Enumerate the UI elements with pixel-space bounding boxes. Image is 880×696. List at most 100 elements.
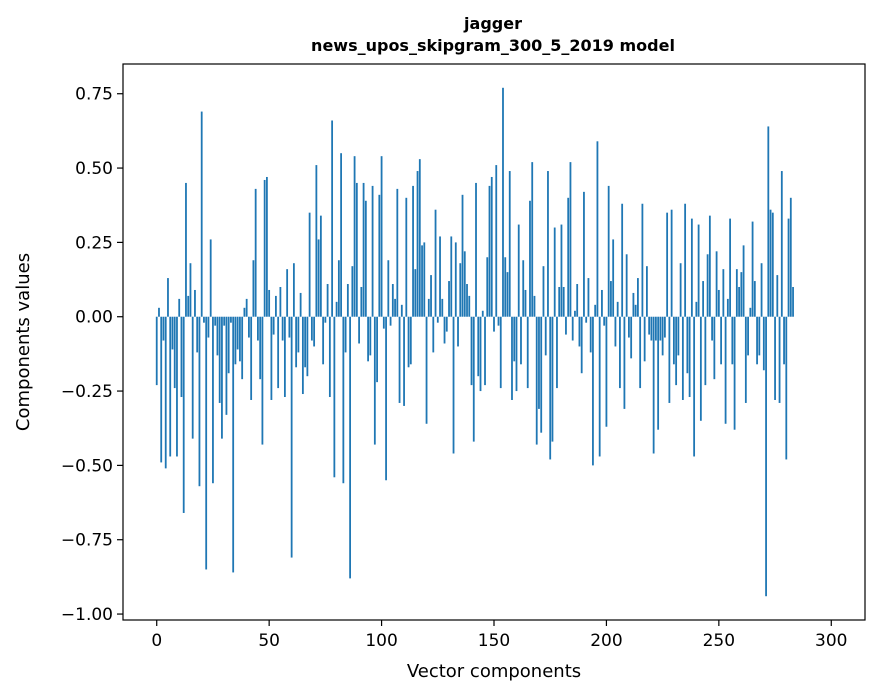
x-tick-label: 150 bbox=[478, 631, 510, 651]
bar-component-141 bbox=[472, 316, 475, 442]
bar-component-275 bbox=[774, 316, 776, 400]
bar-component-138 bbox=[466, 284, 468, 317]
bar-component-81 bbox=[337, 260, 340, 317]
bar-component-156 bbox=[506, 272, 509, 317]
bar-component-135 bbox=[459, 263, 462, 317]
bar-component-230 bbox=[672, 316, 675, 365]
bar-component-251 bbox=[720, 316, 722, 365]
bar-component-192 bbox=[587, 278, 590, 317]
bar-component-224 bbox=[659, 316, 662, 341]
bar-component-174 bbox=[547, 171, 549, 317]
chart-title: jagger bbox=[463, 14, 522, 33]
bar-component-218 bbox=[646, 266, 648, 317]
bar-component-153 bbox=[499, 316, 502, 389]
bar-component-276 bbox=[776, 275, 779, 317]
bar-component-34 bbox=[232, 316, 235, 573]
bar-component-36 bbox=[236, 316, 239, 350]
bar-component-7 bbox=[171, 316, 174, 350]
bar-component-62 bbox=[295, 316, 298, 368]
bar-component-248 bbox=[713, 316, 716, 380]
bar-component-240 bbox=[695, 301, 698, 317]
bar-component-72 bbox=[317, 239, 320, 317]
y-tick-label: 0.00 bbox=[75, 308, 113, 328]
bar-component-181 bbox=[562, 286, 565, 317]
bar-component-225 bbox=[661, 316, 664, 356]
bar-component-208 bbox=[623, 316, 626, 409]
bar-component-221 bbox=[652, 316, 655, 454]
bar-component-241 bbox=[697, 224, 700, 317]
bar-component-93 bbox=[364, 200, 367, 317]
x-tick-label: 0 bbox=[151, 631, 162, 651]
bar-component-90 bbox=[358, 316, 360, 344]
bar-component-186 bbox=[574, 310, 576, 317]
bar-component-46 bbox=[259, 316, 262, 380]
bar-component-178 bbox=[556, 316, 558, 389]
bar-component-61 bbox=[292, 263, 295, 317]
bar-component-78 bbox=[331, 120, 334, 317]
bar-component-146 bbox=[484, 316, 486, 386]
bar-component-58 bbox=[286, 269, 289, 317]
bar-component-101 bbox=[382, 316, 385, 329]
bar-component-245 bbox=[706, 254, 709, 317]
bar-component-85 bbox=[346, 284, 349, 317]
bar-component-280 bbox=[785, 316, 788, 460]
bar-component-155 bbox=[504, 257, 507, 317]
bar-component-131 bbox=[450, 236, 453, 317]
bar-component-168 bbox=[533, 295, 536, 317]
bar-component-43 bbox=[252, 260, 255, 317]
bar-component-111 bbox=[405, 197, 408, 317]
bar-component-159 bbox=[513, 316, 516, 362]
bar-component-40 bbox=[245, 298, 248, 317]
bar-component-198 bbox=[601, 289, 603, 317]
bar-component-164 bbox=[524, 289, 527, 317]
bar-component-75 bbox=[324, 316, 327, 323]
bar-component-35 bbox=[234, 316, 237, 365]
bar-component-128 bbox=[443, 316, 446, 344]
bar-component-210 bbox=[628, 316, 630, 338]
bar-component-261 bbox=[742, 245, 745, 317]
bar-component-8 bbox=[173, 316, 176, 389]
bar-component-237 bbox=[688, 316, 691, 398]
bar-component-66 bbox=[304, 316, 307, 368]
bar-component-234 bbox=[681, 316, 684, 400]
bar-component-152 bbox=[497, 316, 500, 326]
bar-component-162 bbox=[520, 316, 522, 365]
bar-component-48 bbox=[263, 179, 266, 317]
bar-component-209 bbox=[625, 254, 628, 317]
bar-component-125 bbox=[436, 316, 439, 323]
x-tick-label: 200 bbox=[590, 631, 622, 651]
bar-component-130 bbox=[448, 281, 450, 317]
bar-component-1 bbox=[158, 307, 160, 317]
bar-component-55 bbox=[279, 286, 282, 317]
bar-component-232 bbox=[677, 316, 680, 356]
bar-component-106 bbox=[394, 298, 396, 317]
bar-component-247 bbox=[711, 316, 713, 341]
bar-component-0 bbox=[155, 316, 158, 386]
bar-component-47 bbox=[261, 316, 264, 445]
bar-component-87 bbox=[351, 266, 354, 317]
bar-component-161 bbox=[517, 224, 520, 317]
bar-component-63 bbox=[297, 316, 300, 353]
bar-component-203 bbox=[612, 239, 615, 317]
bar-series bbox=[155, 87, 794, 597]
bar-component-57 bbox=[283, 316, 286, 398]
bar-component-213 bbox=[634, 304, 637, 317]
bar-component-110 bbox=[403, 316, 405, 406]
bar-component-29 bbox=[221, 316, 223, 439]
bar-component-194 bbox=[592, 316, 594, 466]
bar-component-25 bbox=[212, 316, 214, 484]
bar-component-150 bbox=[493, 316, 495, 332]
bar-component-84 bbox=[344, 316, 347, 353]
bar-component-206 bbox=[619, 316, 621, 389]
bar-component-103 bbox=[387, 260, 390, 317]
bar-component-39 bbox=[243, 307, 246, 317]
bar-component-151 bbox=[495, 165, 498, 317]
y-tick-label: −0.50 bbox=[61, 456, 113, 476]
bar-component-183 bbox=[567, 197, 570, 317]
bar-component-211 bbox=[630, 316, 633, 359]
bar-component-184 bbox=[569, 162, 572, 317]
bar-component-226 bbox=[663, 316, 666, 338]
bar-component-53 bbox=[275, 295, 277, 317]
bar-component-259 bbox=[738, 286, 740, 317]
bar-component-89 bbox=[355, 182, 358, 317]
